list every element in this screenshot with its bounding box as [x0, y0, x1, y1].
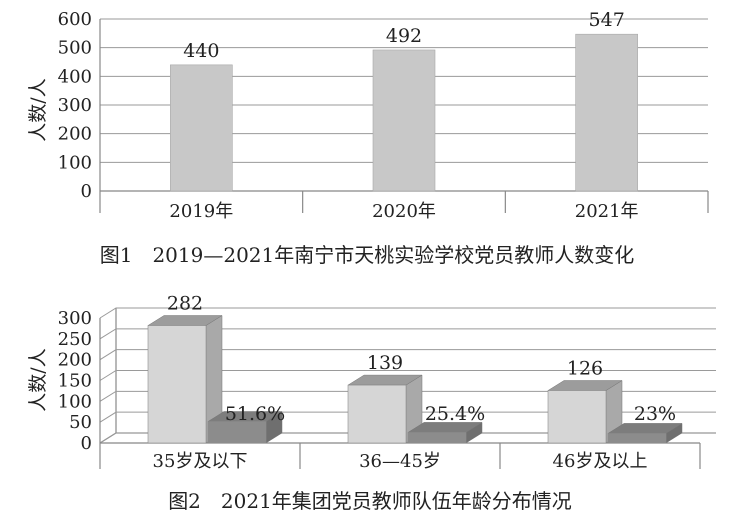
chart-2-gridline: [99, 411, 716, 423]
chart-2-bars: [147, 315, 683, 444]
chart-1-value-label: 440: [183, 40, 219, 62]
chart-2-y-tick-label: 300: [58, 308, 92, 329]
chart-1-y-ticks: 0 100 200 300 400 500 600: [58, 9, 92, 202]
chart-1-y-tick-label: 0: [81, 181, 92, 202]
chart-1-bars: [170, 33, 638, 192]
chart-2-category-label: 35岁及以下: [153, 451, 248, 472]
chart-2-gridline: [99, 390, 716, 402]
chart-2-bar-front: [147, 325, 207, 444]
chart-2-y-axis-label: 人数/人: [27, 348, 49, 411]
chart-2-percent-label: 23%: [634, 403, 676, 425]
chart-2-gridline: [99, 432, 716, 444]
chart-2-percent-bar: [407, 421, 483, 444]
chart-2-percent-label: 25.4%: [425, 403, 485, 425]
chart-2-percent-bar: [607, 422, 683, 444]
chart-1-value-labels: 440 492 547: [183, 9, 625, 62]
chart-1-y-tick-label: 200: [58, 124, 92, 145]
chart-2-bar: [547, 380, 623, 444]
chart-1-y-tick-label: 600: [58, 9, 92, 30]
chart-2-y-tick-label: 200: [58, 350, 92, 371]
chart-2-bar-front: [347, 384, 407, 444]
chart-2-value-labels: 282 51.6% 139 25.4% 126 23%: [167, 293, 676, 426]
chart-1-y-tick-label: 400: [58, 66, 92, 87]
chart-1-category-label: 2019年: [169, 201, 233, 222]
chart-2-y-tick-label: 50: [69, 412, 92, 433]
chart-2-y-tick-label: 250: [58, 329, 92, 350]
chart-1-value-label: 547: [589, 9, 625, 31]
chart-2-caption: 图2 2021年集团党员教师队伍年龄分布情况: [168, 489, 572, 513]
chart-1-y-tick-label: 100: [58, 152, 92, 173]
chart-1-category-labels: 2019年 2020年 2021年: [169, 201, 638, 222]
chart-1-category-label: 2021年: [575, 201, 639, 222]
chart-2-percent-bar-front: [207, 421, 267, 444]
chart-2-gridline: [99, 328, 716, 340]
chart-1-y-tick-label: 500: [58, 38, 92, 59]
chart-2-y-tick-label: 150: [58, 371, 92, 392]
chart-2-percent-bar-front: [407, 432, 467, 444]
chart-1-y-tick-label: 300: [58, 95, 92, 116]
chart-2-category-label: 46岁及以上: [553, 451, 648, 472]
chart-2-value-label: 126: [567, 358, 603, 380]
chart-2-value-label: 139: [367, 352, 403, 374]
chart-2-category-label: 36—45岁: [359, 451, 441, 472]
chart-1-caption: 图1 2019—2021年南宁市天桃实验学校党员教师人数变化: [100, 243, 635, 267]
chart-2-bar: [347, 374, 423, 444]
chart-1-bar: [575, 33, 638, 192]
chart-1-value-label: 492: [386, 25, 422, 47]
chart-2-y-tick-label: 0: [81, 433, 92, 454]
chart-2-bar: [147, 315, 223, 444]
chart-2-percent-bar: [207, 411, 283, 444]
chart-2-category-labels: 35岁及以下 36—45岁 46岁及以上: [153, 451, 648, 472]
chart-2-y-tick-label: 100: [58, 391, 92, 412]
chart-1-bar: [170, 64, 233, 192]
chart-2-gridline: [99, 307, 716, 319]
chart-1-category-label: 2020年: [372, 201, 436, 222]
chart-1: 0 100 200 300 400 500 600 440 492 547 2019年 2020年…: [27, 9, 709, 267]
chart-1-y-axis-label: 人数/人: [27, 78, 49, 141]
chart-2-bar-front: [547, 390, 607, 444]
chart-2-value-label: 282: [167, 293, 203, 315]
chart-1-bar: [372, 49, 436, 192]
chart-2-gridline: [99, 349, 716, 361]
chart-2-percent-label: 51.6%: [225, 403, 285, 425]
chart-2-gridline: [99, 370, 716, 381]
chart-2-percent-bar-front: [607, 433, 667, 444]
